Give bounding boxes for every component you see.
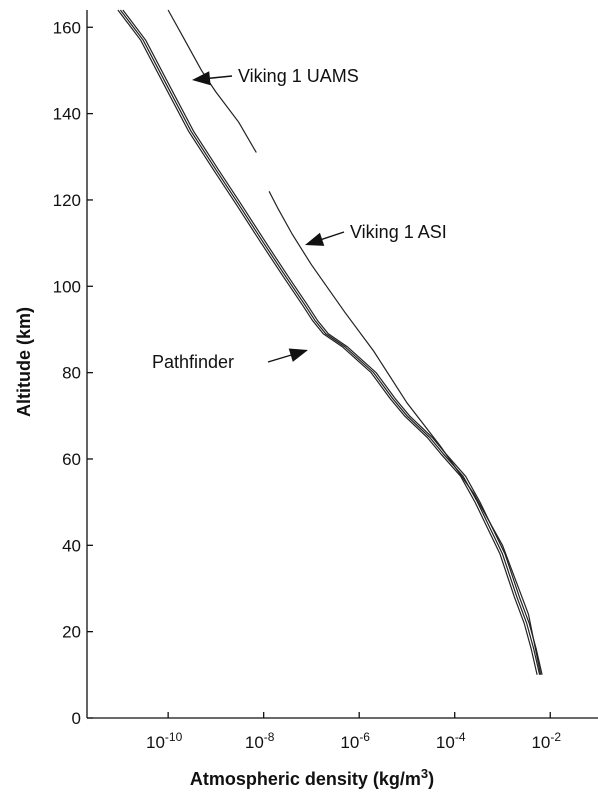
x-axis-title: Atmospheric density (kg/m3) xyxy=(190,766,434,789)
x-tick-label: 10-6 xyxy=(340,730,370,752)
y-tick-label: 80 xyxy=(62,364,81,383)
x-tick-base: 10 xyxy=(340,733,359,752)
annotation-arrow-head xyxy=(192,71,211,86)
y-tick-label: 40 xyxy=(62,536,81,555)
x-axis-title-close: ) xyxy=(428,769,434,789)
y-axis-ticks: 0 20 40 60 80 100 120 140 160 xyxy=(53,18,93,728)
y-tick-label: 120 xyxy=(53,191,81,210)
x-axis-title-superscript: 3 xyxy=(421,766,428,781)
series-lines xyxy=(117,9,543,675)
x-tick-exponent: -2 xyxy=(550,730,561,744)
series-line-pathfinder-band xyxy=(117,9,538,675)
x-tick-exponent: -8 xyxy=(264,730,275,744)
series-line-pathfinder-band xyxy=(122,9,543,675)
annotation-arrow-head xyxy=(305,232,325,246)
series-line-pathfinder xyxy=(119,9,541,675)
y-tick-label: 60 xyxy=(62,450,81,469)
x-tick-base: 10 xyxy=(531,733,550,752)
x-tick-base: 10 xyxy=(146,733,165,752)
plot-frame xyxy=(86,10,598,719)
x-tick-label: 10-2 xyxy=(531,730,561,752)
y-axis-title: Altitude (km) xyxy=(14,307,34,417)
x-tick-exponent: -6 xyxy=(359,730,370,744)
x-tick-base: 10 xyxy=(436,733,455,752)
x-tick-exponent: -4 xyxy=(455,730,466,744)
x-tick-exponent: -10 xyxy=(165,730,183,744)
y-tick-label: 20 xyxy=(62,623,81,642)
annotation-arrow-head xyxy=(288,348,308,362)
annotation-label-viking-1-asi: Viking 1 ASI xyxy=(350,222,447,242)
x-axis-title-text: Atmospheric density (kg/m xyxy=(190,769,421,789)
annotation-label-pathfinder: Pathfinder xyxy=(152,352,234,372)
y-tick-label: 160 xyxy=(53,18,81,37)
series-line-viking-1-asi xyxy=(268,191,542,675)
x-axis-ticks: 10-10 10-8 10-6 10-4 10-2 xyxy=(146,712,561,752)
x-tick-label: 10-8 xyxy=(245,730,275,752)
x-tick-base: 10 xyxy=(245,733,264,752)
y-tick-label: 140 xyxy=(53,105,81,124)
y-tick-label: 100 xyxy=(53,277,81,296)
x-tick-label: 10-4 xyxy=(436,730,466,752)
annotation-label-viking-1-uams: Viking 1 UAMS xyxy=(238,66,359,86)
y-tick-label: 0 xyxy=(72,709,81,728)
x-tick-label: 10-10 xyxy=(146,730,183,752)
annotations: Viking 1 UAMS Viking 1 ASI Pathfinder xyxy=(152,66,447,372)
